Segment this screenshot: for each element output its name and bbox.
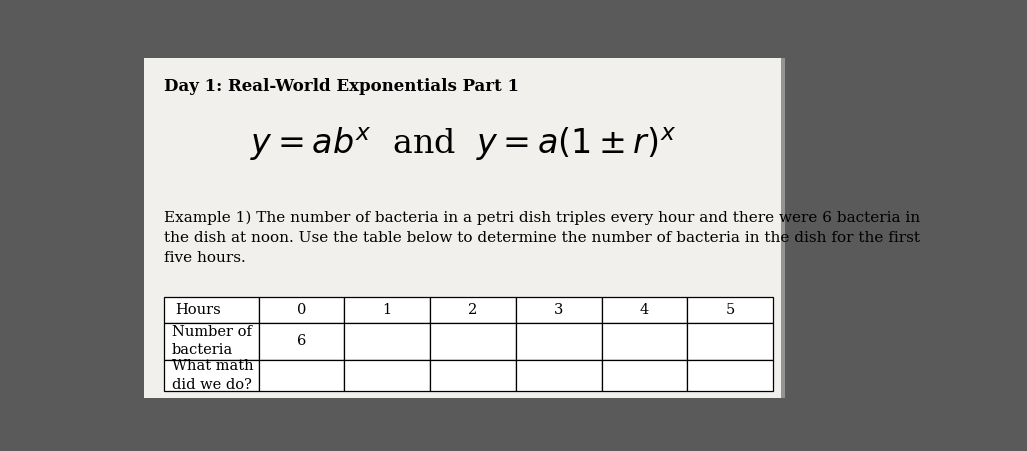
Bar — [516, 360, 602, 391]
Bar — [344, 360, 430, 391]
Bar — [344, 322, 430, 360]
Text: 6: 6 — [297, 334, 306, 348]
Text: 0: 0 — [297, 303, 306, 317]
Bar — [687, 322, 773, 360]
Bar — [259, 322, 344, 360]
Bar — [430, 297, 516, 322]
Bar — [164, 360, 259, 391]
Text: What math
did we do?: What math did we do? — [172, 359, 254, 392]
Bar — [164, 297, 259, 322]
Bar — [164, 322, 259, 360]
Text: Hours: Hours — [176, 303, 221, 317]
Bar — [259, 297, 344, 322]
Text: 1: 1 — [383, 303, 391, 317]
Text: Number of
bacteria: Number of bacteria — [172, 325, 252, 358]
Text: 3: 3 — [554, 303, 564, 317]
Text: 5: 5 — [725, 303, 735, 317]
Bar — [602, 322, 687, 360]
Bar — [259, 360, 344, 391]
Bar — [516, 297, 602, 322]
Text: $y = ab^x$$\mathregular{\ \ and\ \ }$$y = a(1\pm r)^x$: $y = ab^x$$\mathregular{\ \ and\ \ }$$y … — [250, 126, 676, 163]
Text: 4: 4 — [640, 303, 649, 317]
Bar — [430, 322, 516, 360]
Bar — [687, 360, 773, 391]
Bar — [344, 297, 430, 322]
Bar — [516, 322, 602, 360]
Text: Example 1) The number of bacteria in a petri dish triples every hour and there w: Example 1) The number of bacteria in a p… — [164, 210, 920, 265]
Bar — [430, 360, 516, 391]
Text: 2: 2 — [468, 303, 478, 317]
Bar — [602, 360, 687, 391]
Bar — [602, 297, 687, 322]
Bar — [144, 58, 782, 398]
Bar — [687, 297, 773, 322]
Bar — [782, 58, 785, 398]
Text: Day 1: Real-World Exponentials Part 1: Day 1: Real-World Exponentials Part 1 — [164, 78, 520, 96]
